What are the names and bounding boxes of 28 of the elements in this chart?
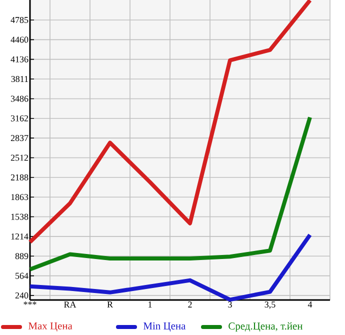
y-tick-label: 889 [15, 253, 28, 260]
y-tick-label: 2837 [10, 135, 28, 142]
y-tick-label: 240 [15, 292, 28, 298]
line-series [28, 0, 312, 244]
y-tick-label: 1863 [11, 194, 28, 200]
x-tick-label: *** [24, 302, 36, 305]
x-tick-label: 2 [188, 302, 192, 308]
line-series [28, 232, 312, 302]
y-tick-label: 1214 [11, 233, 28, 240]
x-tick-label: 3,5 [264, 302, 276, 309]
x-tick-label: 4 [308, 302, 312, 308]
y-tick-label: 2512 [10, 154, 28, 161]
y-tick-label: 3162 [10, 115, 28, 122]
legend-label: Min Цена [143, 322, 186, 332]
x-tick-label: 3 [228, 302, 232, 308]
y-tick-label: 3811 [11, 76, 28, 82]
y-tick-label: 4460 [10, 36, 28, 43]
legend-label: Сред.Цена, т.йен [228, 322, 303, 332]
y-tick-label: 4785 [10, 16, 28, 24]
x-tick-label: RA [64, 302, 76, 308]
y-tick-label: 4136 [10, 56, 28, 62]
y-tick-label: 3486 [10, 96, 28, 102]
y-tick-label: 1538 [11, 214, 28, 220]
y-tick-label: 2188 [10, 174, 28, 180]
y-tick-label: 564 [16, 272, 28, 279]
legend-label: Max Цена [28, 322, 72, 332]
x-tick-label: 1 [148, 302, 152, 308]
x-tick-label: R [107, 302, 113, 308]
